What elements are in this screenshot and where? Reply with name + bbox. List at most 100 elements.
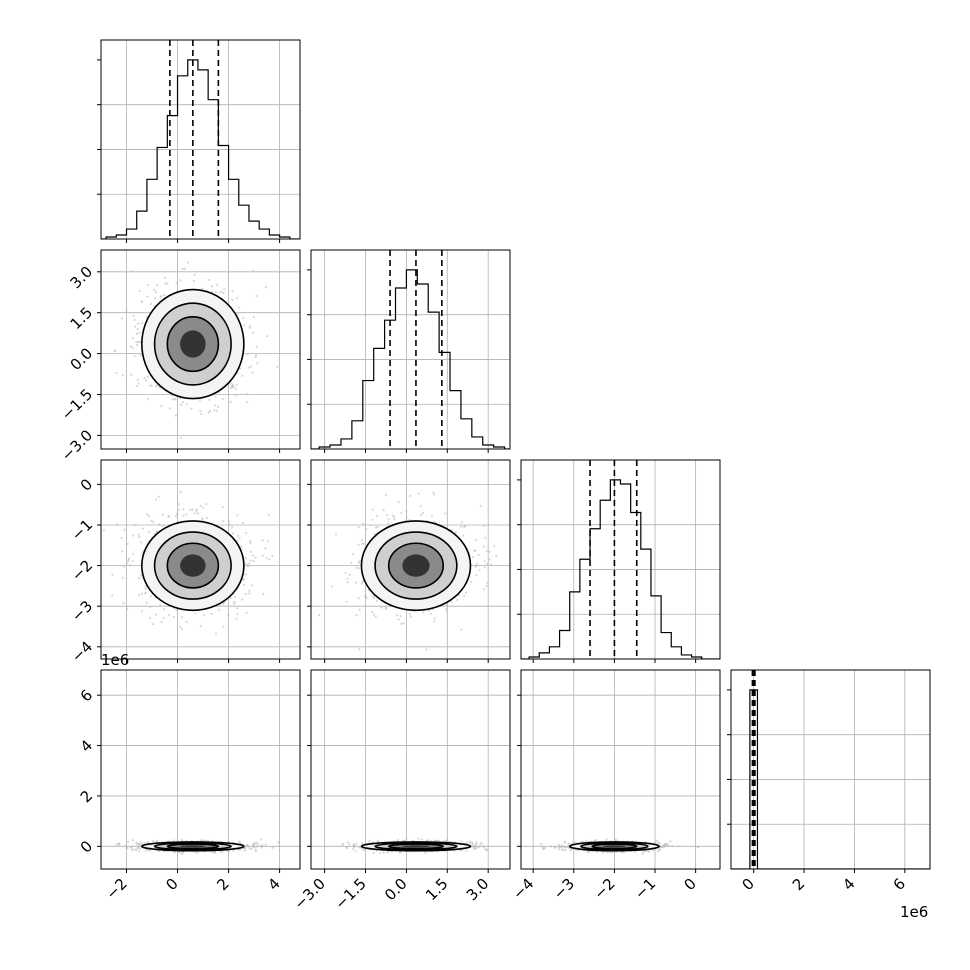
scatter-point (465, 591, 468, 594)
scatter-point (361, 539, 364, 542)
scatter-point (241, 521, 245, 524)
x-tick-label: 0 (738, 875, 757, 894)
scatter-point (460, 628, 463, 631)
scatter-point (131, 848, 134, 851)
scatter-point (462, 534, 465, 537)
scatter-point (261, 539, 264, 542)
density-panel-p0-p2: −4−3−2−10 (68, 459, 301, 666)
scatter-point (232, 532, 235, 535)
scatter-point (473, 848, 476, 851)
scatter-point (374, 526, 378, 529)
scatter-point (419, 505, 422, 508)
scatter-point (152, 623, 155, 626)
scatter-point (125, 847, 128, 850)
scatter-point (399, 615, 402, 618)
scatter-point (190, 407, 193, 410)
x-tick-label: 2 (789, 875, 808, 894)
scatter-point (215, 409, 218, 412)
scatter-point (183, 267, 186, 270)
scatter-point (346, 841, 349, 844)
scatter-point (143, 842, 146, 845)
scatter-point (229, 382, 232, 385)
scatter-point (251, 331, 255, 334)
scatter-point (141, 322, 144, 325)
scatter-point (371, 508, 374, 511)
scatter-point (456, 598, 459, 602)
scatter-point (137, 850, 140, 853)
scatter-point (214, 395, 217, 398)
scatter-point (115, 371, 118, 375)
scatter-point (353, 843, 356, 846)
scatter-point (372, 613, 376, 616)
panel-border (310, 669, 511, 870)
scatter-point (221, 397, 224, 400)
scatter-point (229, 387, 232, 390)
scatter-point (146, 841, 150, 844)
scatter-point (260, 844, 263, 847)
scatter-point (384, 605, 387, 608)
scatter-point (248, 592, 251, 595)
scatter-point (181, 401, 184, 404)
scatter-point (247, 366, 250, 369)
scatter-point (375, 599, 378, 602)
scatter-point (214, 632, 218, 635)
scatter-point (177, 503, 180, 506)
scatter-point (387, 522, 390, 525)
scatter-point (380, 606, 383, 609)
scatter-point (160, 405, 163, 408)
scatter-point (474, 549, 477, 552)
scatter-point (350, 561, 353, 565)
scatter-point (136, 846, 139, 849)
scatter-point (156, 384, 159, 387)
scatter-point (168, 407, 171, 410)
scatter-point (139, 847, 142, 850)
scatter-point (134, 848, 137, 851)
scatter-point (245, 401, 249, 404)
density-fill-3 (180, 845, 206, 848)
scatter-point (193, 273, 196, 276)
scatter-point (113, 349, 116, 352)
scatter-point (358, 608, 361, 611)
scatter-point (397, 618, 400, 621)
scatter-point (120, 317, 123, 320)
scatter-point (205, 516, 208, 520)
scatter-point (277, 841, 280, 844)
scatter-point (460, 840, 463, 843)
scatter-point (160, 621, 163, 624)
scatter-point (131, 337, 134, 340)
scatter-point (421, 511, 424, 514)
contour-2 (387, 843, 445, 850)
scatter-point (358, 648, 361, 651)
scatter-point (111, 594, 114, 597)
scatter-point (201, 518, 204, 521)
x-tick-label: 1.5 (422, 875, 452, 905)
scatter-point (360, 582, 364, 585)
scatter-point (249, 542, 252, 545)
scatter-point (144, 587, 147, 590)
scatter-point (179, 279, 182, 282)
scatter-point (271, 846, 274, 849)
scatter-point (369, 524, 372, 527)
scatter-point (425, 648, 428, 651)
y-tick-label: −1.5 (58, 385, 96, 423)
scatter-point (307, 843, 309, 845)
scatter-point (238, 840, 241, 843)
scatter-point (137, 322, 140, 325)
scatter-point (390, 850, 393, 853)
x-tick-label: 2 (213, 875, 232, 894)
density-panel-p1-p2 (307, 459, 511, 663)
scatter-point (115, 843, 118, 846)
scatter-point (400, 622, 403, 625)
scatter-point (260, 846, 263, 849)
density-fill-3 (402, 554, 430, 577)
scatter-point (205, 503, 208, 506)
scatter-point (371, 518, 374, 521)
scatter-point (231, 290, 234, 293)
x-tick-label: 0.0 (381, 875, 411, 905)
scatter-point (159, 296, 162, 299)
scatter-point (208, 398, 211, 401)
scatter-point (246, 353, 249, 356)
scatter-point (238, 537, 241, 540)
